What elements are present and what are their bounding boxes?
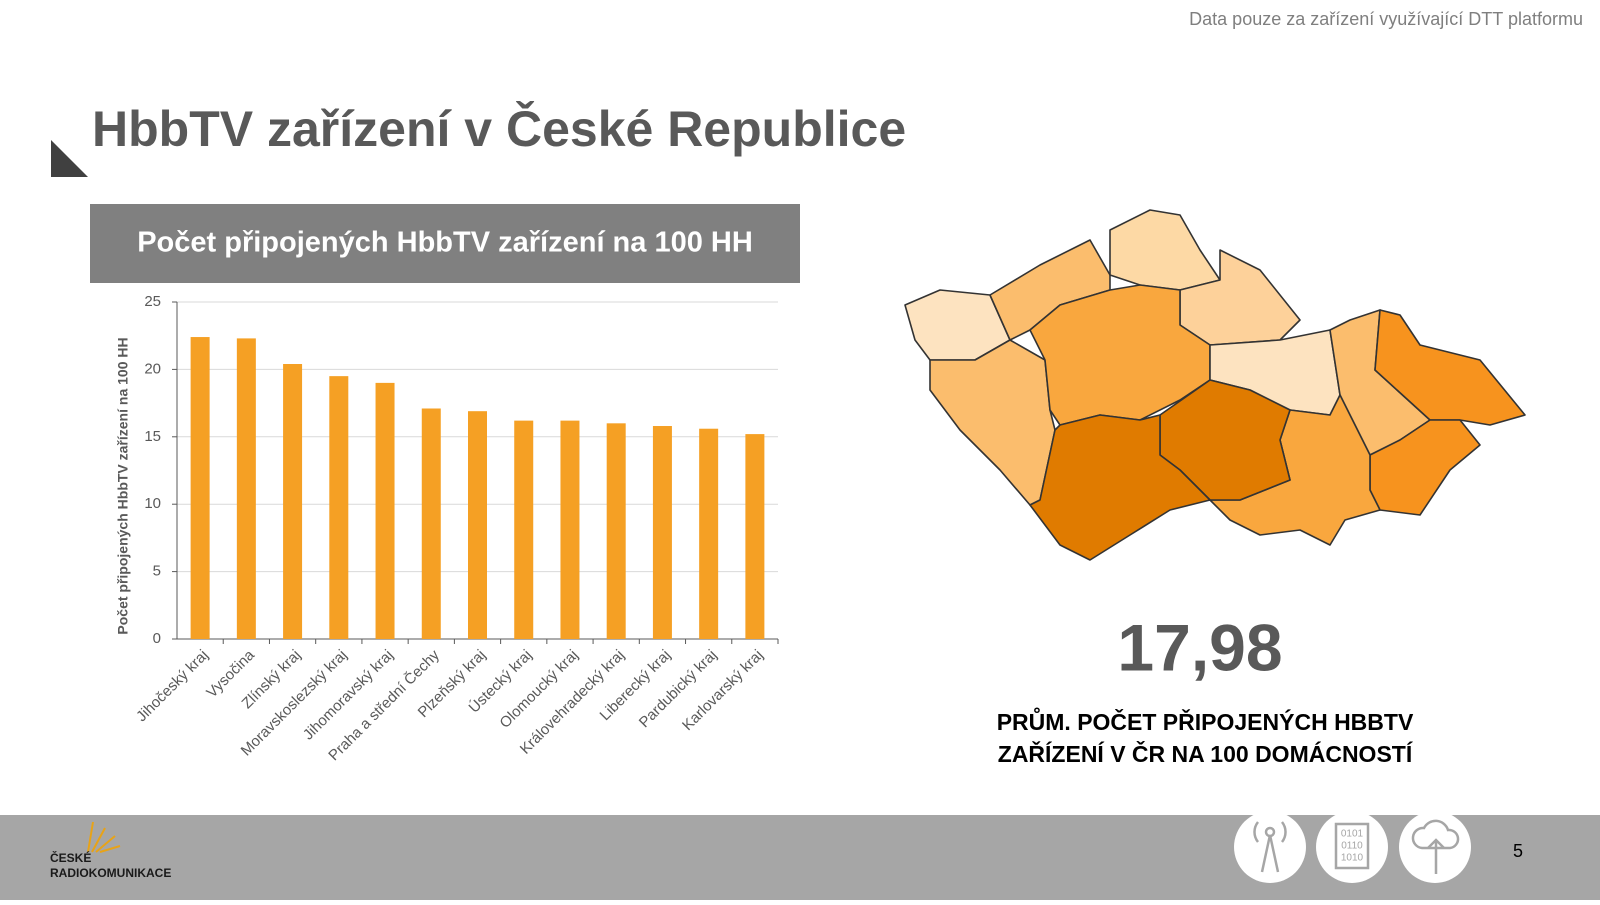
bar [699, 428, 719, 639]
page-number: 5 [1513, 841, 1523, 861]
logo-text: RADIOKOMUNIKACE [50, 866, 171, 880]
y-tick-label: 10 [144, 495, 161, 512]
bar [745, 434, 765, 639]
icon-text: 1010 [1341, 853, 1364, 864]
icon-data-frame [1334, 822, 1370, 870]
y-tick-label: 25 [144, 293, 161, 310]
bar [375, 382, 395, 639]
region-map [904, 209, 1526, 561]
bar [283, 364, 303, 639]
icon-cloud-glyph [1411, 819, 1460, 874]
bar [514, 420, 534, 639]
logo [87, 821, 121, 853]
icon-antenna-glyph [1253, 821, 1287, 873]
y-tick-label: 15 [144, 428, 161, 445]
title-marker [51, 140, 88, 177]
bar [329, 376, 349, 639]
bar [236, 338, 256, 639]
y-tick-label: 5 [153, 563, 161, 580]
bar [468, 411, 487, 639]
icon-text: 0110 [1341, 841, 1363, 852]
stat-value: 17,98 [1117, 610, 1282, 684]
bar [652, 426, 672, 639]
icon-antenna [1234, 811, 1306, 883]
icon-text: 0101 [1341, 829, 1364, 840]
stat-caption: ZAŘÍZENÍ V ČR NA 100 DOMÁCNOSTÍ [998, 740, 1413, 767]
y-axis-label: Počet připojených HbbTV zařízení na 100 … [115, 337, 131, 634]
stat-caption: PRŮM. POČET PŘIPOJENÝCH HBBTV [997, 706, 1414, 735]
bar [190, 337, 210, 639]
x-tick-label: Karlovarský kraj [679, 647, 766, 734]
slide-title: HbbTV zařízení v České Republice [92, 100, 906, 157]
y-tick-label: 20 [144, 360, 161, 377]
bar [560, 420, 580, 639]
bar [606, 423, 626, 639]
chart-title: Počet připojených HbbTV zařízení na 100 … [137, 227, 753, 259]
y-tick-label: 0 [153, 630, 161, 647]
note: Data pouze za zařízení využívající DTT p… [1189, 9, 1583, 29]
bar [421, 408, 441, 639]
chart-header [90, 204, 800, 283]
logo-text: ČESKÉ [50, 850, 91, 865]
icon-data [1316, 811, 1388, 883]
x-tick-label: Jihočeský kraj [133, 647, 212, 726]
